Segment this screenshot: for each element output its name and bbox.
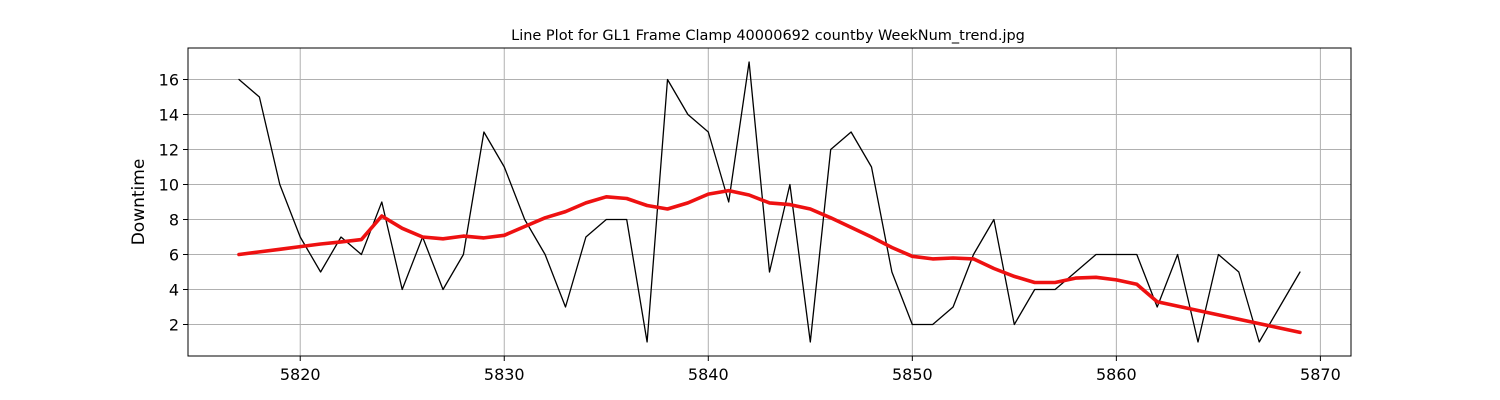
plot-frame [187, 47, 1352, 357]
y-tick-label: 8 [169, 211, 179, 230]
x-axis: 5820 5830 5840 5850 5860 5870 [280, 356, 1341, 384]
y-tick-label: 2 [169, 316, 179, 335]
y-tick-label: 4 [169, 281, 179, 300]
y-tick-label: 14 [159, 106, 179, 125]
y-axis-label: Downtime [129, 159, 149, 246]
chart-title: Line Plot for GL1 Frame Clamp 40000692 c… [511, 28, 1025, 44]
series-line-count [238, 61, 1301, 343]
x-tick-label: 5860 [1096, 365, 1137, 384]
series-layer [237, 61, 1302, 343]
y-tick-label: 6 [169, 246, 179, 265]
x-tick-label: 5850 [892, 365, 933, 384]
y-tick-label: 16 [159, 71, 179, 90]
x-tick-label: 5820 [280, 365, 321, 384]
y-tick-label: 12 [159, 141, 179, 160]
y-axis: 2 4 6 8 10 12 14 16 [159, 71, 188, 335]
x-tick-label: 5830 [484, 365, 525, 384]
x-tick-label: 5840 [688, 365, 729, 384]
y-tick-label: 10 [159, 176, 179, 195]
grid [188, 48, 1351, 356]
x-tick-label: 5870 [1300, 365, 1341, 384]
series-line-trend [237, 188, 1302, 335]
